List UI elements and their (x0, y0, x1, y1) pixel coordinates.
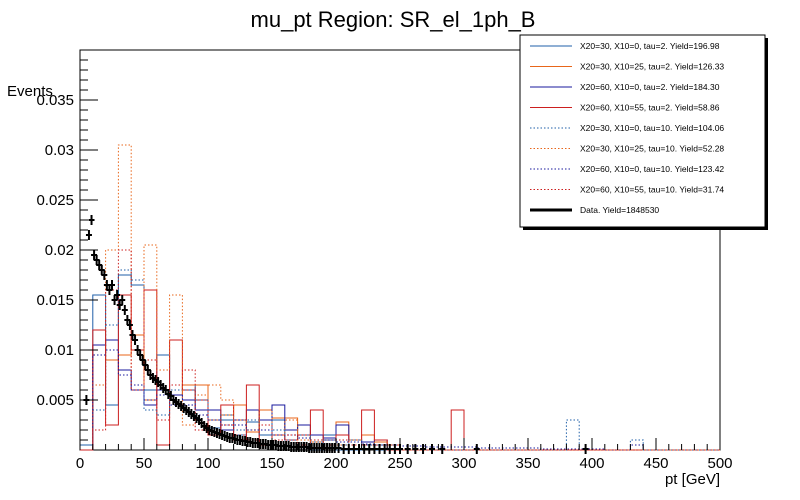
y-tick-label: 0.025 (36, 192, 74, 209)
data-point (114, 290, 121, 300)
legend-label: X20=60, X10=0, tau=10. Yield=123.42 (580, 164, 724, 174)
data-point (582, 444, 589, 454)
data-point (109, 280, 115, 290)
series-line-2 (80, 334, 720, 451)
legend: X20=30, X10=0, tau=2. Yield=196.98 X20=30… (519, 34, 768, 230)
x-tick-label: 200 (323, 455, 348, 472)
series-line-6 (80, 144, 720, 451)
legend-label: X20=30, X10=25, tau=10. Yield=52.28 (580, 144, 724, 154)
x-tick-label: 250 (387, 455, 412, 472)
y-tick-label: 0.035 (36, 92, 74, 109)
legend-label: X20=60, X10=0, tau=2. Yield=184.30 (580, 82, 720, 92)
data-point (391, 444, 398, 454)
x-axis-label: pt [GeV] (665, 471, 720, 488)
data-point (335, 443, 342, 453)
legend-entry: X20=30, X10=25, tau=2. Yield=126.33 (530, 62, 724, 72)
data-point (361, 444, 368, 454)
data-point (386, 444, 393, 454)
y-axis-label: Events (7, 83, 53, 100)
legend-entry: X20=30, X10=0, tau=2. Yield=196.98 (530, 41, 720, 51)
data-point (88, 215, 95, 225)
data-point (126, 320, 133, 330)
series-line-4 (80, 289, 720, 451)
data-point (85, 230, 92, 240)
x-tick-label: 450 (643, 455, 668, 472)
series-line-7 (80, 349, 720, 451)
chart-title: mu_pt Region: SR_el_1ph_B (251, 7, 536, 32)
data-point (366, 444, 373, 454)
x-tick-label: 500 (707, 455, 732, 472)
data-point (404, 444, 411, 454)
legend-label: Data. Yield=1848530 (580, 205, 659, 215)
x-tick-label: 400 (579, 455, 604, 472)
x-tick-label: 350 (515, 455, 540, 472)
data-point (121, 305, 128, 315)
data-point (376, 444, 383, 454)
series-layer (79, 144, 720, 451)
data-point (381, 444, 388, 454)
legend-entry: Data. Yield=1848530 (530, 205, 659, 215)
legend-entry: X20=60, X10=0, tau=2. Yield=184.30 (530, 82, 720, 92)
x-tick-label: 300 (451, 455, 476, 472)
plot-area: 0 50 100 150 200 250 300 350 400 450 500 0.005 0.01 0… (36, 49, 733, 472)
x-tick-label: 100 (195, 455, 220, 472)
legend-label: X20=60, X10=55, tau=2. Yield=58.86 (580, 103, 720, 113)
series-line-3 (80, 339, 720, 451)
x-tick-label: 0 (76, 455, 84, 472)
legend-entry: X20=60, X10=55, tau=2. Yield=58.86 (530, 103, 720, 113)
y-tick-label: 0.03 (45, 142, 74, 159)
legend-label: X20=30, X10=0, tau=10. Yield=104.06 (580, 123, 724, 133)
data-point (356, 444, 363, 454)
legend-entry: X20=60, X10=55, tau=10. Yield=31.74 (530, 185, 724, 195)
series-line-8 (80, 249, 720, 451)
legend-label: X20=30, X10=25, tau=2. Yield=126.33 (580, 62, 724, 72)
legend-entry: X20=30, X10=0, tau=10. Yield=104.06 (530, 123, 724, 133)
data-point (412, 444, 419, 454)
data-point (340, 444, 347, 454)
data-point (420, 444, 427, 454)
data-point (350, 444, 357, 454)
legend-label: X20=60, X10=55, tau=10. Yield=31.74 (580, 185, 724, 195)
data-point (429, 444, 435, 454)
legend-label: X20=30, X10=0, tau=2. Yield=196.98 (580, 41, 720, 51)
x-tick-label: 150 (259, 455, 284, 472)
legend-entry: X20=30, X10=25, tau=10. Yield=52.28 (530, 144, 724, 154)
data-layer (83, 215, 589, 454)
series-line-1 (79, 274, 720, 451)
y-tick-label: 0.02 (45, 242, 74, 259)
data-point (101, 270, 108, 280)
data-point (439, 444, 446, 454)
data-point (119, 295, 126, 305)
y-tick-label: 0.015 (36, 292, 74, 309)
y-tick-label: 0.005 (36, 392, 74, 409)
ticks-layer: 0 50 100 150 200 250 300 350 400 450 500 0.005 0.01 0… (36, 59, 733, 472)
x-tick-label: 50 (136, 455, 153, 472)
data-point (132, 335, 139, 345)
legend-entry: X20=60, X10=0, tau=10. Yield=123.42 (530, 164, 724, 174)
y-tick-label: 0.01 (45, 342, 74, 359)
series-line-5 (79, 269, 720, 451)
